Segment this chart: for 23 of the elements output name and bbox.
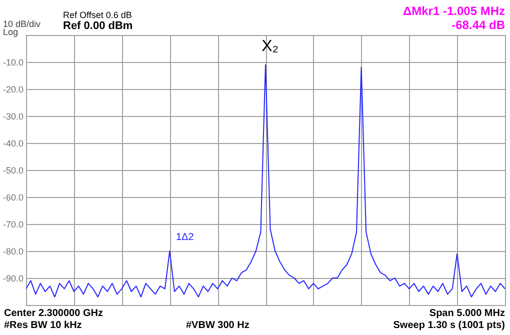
y-tick-label: -60.0 bbox=[2, 192, 24, 202]
y-tick-label: -80.0 bbox=[2, 246, 24, 256]
annotation: 1Δ2 bbox=[176, 232, 194, 243]
text: #Res BW 10 kHz bbox=[4, 320, 82, 331]
text: 10 dB/div bbox=[3, 19, 42, 29]
y-tick-label: -70.0 bbox=[2, 220, 24, 230]
text: Span 5.000 MHz bbox=[429, 308, 505, 319]
text: Ref Offset 0.6 dB bbox=[63, 10, 132, 20]
line-series bbox=[26, 64, 505, 298]
text: Ref 0.00 dBm bbox=[63, 20, 133, 32]
y-tick-label: -90.0 bbox=[2, 274, 24, 284]
y-tick-label: -50.0 bbox=[2, 166, 24, 176]
text: #VBW 300 Hz bbox=[186, 320, 250, 331]
text: Sweep 1.30 s (1001 pts) bbox=[393, 320, 505, 331]
text: Center 2.300000 GHz bbox=[4, 308, 103, 319]
y-tick-label: -10.0 bbox=[2, 58, 24, 68]
y-tick-label: -20.0 bbox=[2, 84, 24, 94]
text: ΔMkr1 -1.005 MHz bbox=[403, 4, 505, 18]
y-tick-label: -40.0 bbox=[2, 138, 24, 148]
annotation: X₂ bbox=[262, 38, 278, 55]
text: -68.44 dB bbox=[452, 18, 506, 32]
y-tick-label: -30.0 bbox=[2, 112, 24, 122]
text: Log bbox=[3, 27, 18, 37]
